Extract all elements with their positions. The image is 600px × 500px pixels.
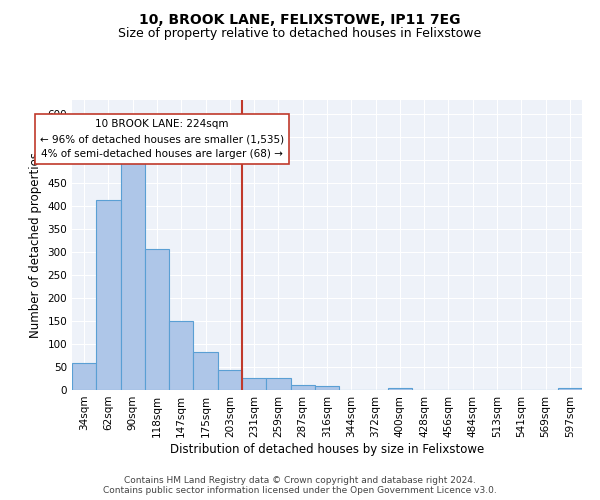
- Bar: [218, 370, 242, 390]
- Bar: [145, 249, 169, 390]
- Text: 10 BROOK LANE: 224sqm
← 96% of detached houses are smaller (1,535)
4% of semi-de: 10 BROOK LANE: 224sqm ← 96% of detached …: [40, 120, 284, 159]
- Bar: [242, 378, 266, 390]
- Bar: [96, 200, 121, 390]
- Bar: [388, 388, 412, 390]
- X-axis label: Distribution of detached houses by size in Felixstowe: Distribution of detached houses by size …: [170, 442, 484, 456]
- Bar: [121, 162, 145, 390]
- Bar: [290, 386, 315, 390]
- Bar: [193, 352, 218, 390]
- Bar: [315, 386, 339, 390]
- Text: Size of property relative to detached houses in Felixstowe: Size of property relative to detached ho…: [118, 28, 482, 40]
- Text: 10, BROOK LANE, FELIXSTOWE, IP11 7EG: 10, BROOK LANE, FELIXSTOWE, IP11 7EG: [139, 12, 461, 26]
- Y-axis label: Number of detached properties: Number of detached properties: [29, 152, 42, 338]
- Bar: [266, 378, 290, 390]
- Bar: [169, 322, 193, 390]
- Text: Contains HM Land Registry data © Crown copyright and database right 2024.
Contai: Contains HM Land Registry data © Crown c…: [103, 476, 497, 495]
- Bar: [72, 364, 96, 390]
- Bar: [558, 388, 582, 390]
